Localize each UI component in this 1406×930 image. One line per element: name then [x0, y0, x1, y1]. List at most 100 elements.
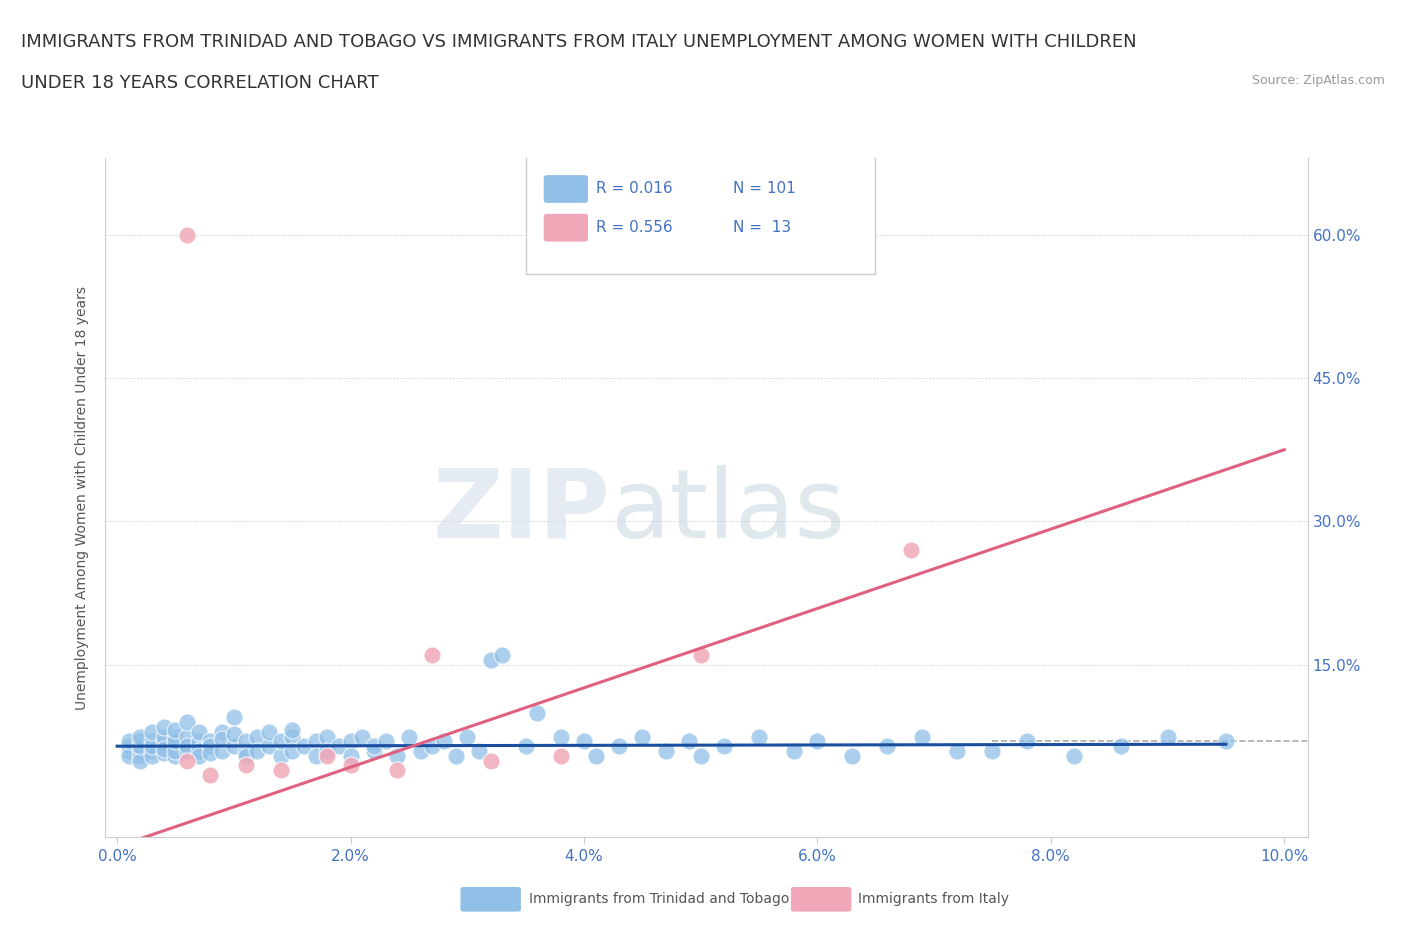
Point	[281, 729, 304, 744]
Point	[316, 749, 339, 764]
Point	[129, 753, 152, 768]
Point	[141, 738, 163, 753]
Point	[607, 738, 630, 753]
Point	[187, 749, 209, 764]
Point	[222, 738, 245, 753]
Point	[176, 743, 198, 758]
Point	[165, 723, 187, 737]
Point	[281, 723, 304, 737]
Point	[270, 734, 292, 749]
Point	[444, 749, 467, 764]
Text: R = 0.016: R = 0.016	[596, 181, 672, 196]
Point	[339, 749, 361, 764]
Point	[352, 729, 374, 744]
Point	[689, 648, 711, 663]
Point	[572, 734, 595, 749]
Text: atlas: atlas	[610, 465, 845, 558]
Point	[363, 738, 385, 753]
Point	[387, 749, 409, 764]
Point	[257, 724, 280, 739]
Point	[550, 729, 572, 744]
Point	[129, 734, 152, 749]
Point	[153, 734, 176, 749]
Point	[491, 648, 513, 663]
Text: ZIP: ZIP	[433, 465, 610, 558]
Point	[176, 729, 198, 744]
Point	[222, 726, 245, 741]
Point	[200, 738, 222, 753]
Point	[689, 749, 711, 764]
Point	[246, 743, 269, 758]
Point	[211, 724, 233, 739]
Point	[304, 734, 326, 749]
Point	[420, 648, 443, 663]
Point	[165, 743, 187, 758]
Point	[911, 729, 934, 744]
Point	[526, 705, 548, 720]
Point	[118, 743, 141, 758]
Point	[678, 734, 700, 749]
Point	[292, 738, 315, 753]
Point	[118, 738, 141, 753]
Point	[129, 738, 152, 753]
Point	[409, 743, 432, 758]
Point	[235, 743, 257, 758]
Point	[748, 729, 770, 744]
Point	[1215, 734, 1237, 749]
Point	[374, 734, 396, 749]
Point	[235, 758, 257, 773]
Point	[981, 743, 1004, 758]
Point	[479, 653, 502, 668]
Point	[479, 753, 502, 768]
Point	[176, 753, 198, 768]
Text: N =  13: N = 13	[733, 219, 792, 235]
Text: R = 0.556: R = 0.556	[596, 219, 672, 235]
Point	[176, 227, 198, 242]
Point	[420, 738, 443, 753]
Point	[433, 734, 456, 749]
Point	[316, 743, 339, 758]
Point	[1109, 738, 1132, 753]
Text: UNDER 18 YEARS CORRELATION CHART: UNDER 18 YEARS CORRELATION CHART	[21, 74, 378, 92]
Point	[363, 743, 385, 758]
Point	[153, 729, 176, 744]
Point	[515, 738, 537, 753]
Point	[387, 763, 409, 777]
Point	[141, 743, 163, 758]
Point	[654, 743, 676, 758]
Point	[153, 746, 176, 761]
Point	[141, 724, 163, 739]
Point	[211, 743, 233, 758]
Point	[118, 734, 141, 749]
Point	[222, 710, 245, 724]
Point	[783, 743, 806, 758]
Point	[246, 729, 269, 744]
Point	[841, 749, 863, 764]
Point	[806, 734, 828, 749]
Point	[235, 749, 257, 764]
Point	[328, 738, 350, 753]
Point	[339, 758, 361, 773]
Point	[585, 749, 607, 764]
Point	[398, 729, 420, 744]
Point	[176, 715, 198, 730]
Text: IMMIGRANTS FROM TRINIDAD AND TOBAGO VS IMMIGRANTS FROM ITALY UNEMPLOYMENT AMONG : IMMIGRANTS FROM TRINIDAD AND TOBAGO VS I…	[21, 33, 1136, 50]
Text: Source: ZipAtlas.com: Source: ZipAtlas.com	[1251, 74, 1385, 87]
Point	[1017, 734, 1039, 749]
FancyBboxPatch shape	[526, 154, 875, 273]
Point	[200, 734, 222, 749]
Point	[129, 743, 152, 758]
Point	[876, 738, 898, 753]
Text: Immigrants from Trinidad and Tobago: Immigrants from Trinidad and Tobago	[529, 892, 789, 907]
Point	[946, 743, 969, 758]
Point	[1063, 749, 1085, 764]
Point	[339, 734, 361, 749]
Point	[200, 767, 222, 782]
Point	[153, 720, 176, 735]
Point	[713, 738, 735, 753]
Point	[900, 543, 922, 558]
Point	[165, 736, 187, 751]
Point	[129, 729, 152, 744]
Point	[153, 741, 176, 756]
Point	[316, 729, 339, 744]
